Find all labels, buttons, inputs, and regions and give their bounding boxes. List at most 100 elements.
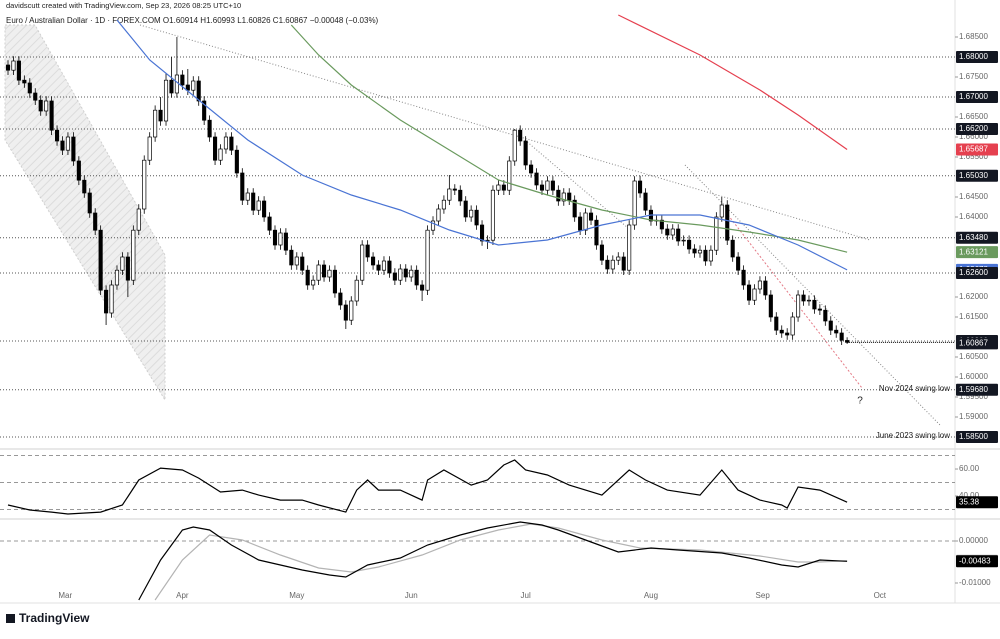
candle-body [196, 80, 201, 102]
candle-body [169, 79, 174, 94]
candle-body [588, 212, 594, 221]
y-tick-label: 1.65500 [959, 152, 988, 161]
price-label-box [956, 431, 998, 443]
candle-body [441, 199, 446, 210]
candle-body [109, 284, 114, 314]
candle-body [376, 264, 381, 271]
price-label: 1.63480 [959, 233, 988, 242]
price-label-box [956, 383, 998, 396]
candle-body [496, 184, 501, 191]
price-label-box [956, 496, 998, 509]
candle-body [5, 64, 11, 71]
candle-body [420, 284, 425, 291]
candle-body [479, 224, 485, 242]
candle-body [327, 269, 332, 278]
price-label-box [956, 555, 998, 568]
x-tick-label: Jun [405, 591, 418, 600]
candle-body [638, 180, 643, 194]
candle-body [93, 212, 98, 231]
candle-body [104, 289, 109, 314]
candle-body [289, 249, 294, 266]
candle-body [501, 184, 506, 191]
candle-body [768, 294, 773, 318]
candle-body [256, 200, 261, 211]
price-label: 1.65687 [959, 145, 988, 154]
candle-body [681, 239, 686, 242]
candle-body [278, 232, 283, 246]
candle-body [714, 216, 719, 251]
price-label: 35.38 [959, 497, 980, 506]
candle-body [692, 248, 697, 254]
candle-body [343, 304, 348, 321]
candle-body [621, 256, 626, 271]
candle-body [332, 269, 337, 294]
indicator-line [7, 459, 848, 515]
indicator-line [138, 521, 848, 601]
candle-body [414, 269, 419, 286]
candle-body [207, 119, 212, 138]
candle-body [98, 229, 103, 291]
candle-body [54, 129, 60, 142]
indicator-line [116, 19, 848, 271]
candle-body [300, 256, 305, 271]
y-tick-label: 1.66000 [959, 132, 988, 141]
candle-body [425, 229, 430, 291]
candle-body [153, 109, 158, 138]
candle-body [240, 172, 245, 201]
x-tick-label: Sep [756, 591, 771, 600]
price-label-box [956, 169, 998, 182]
candle-body [180, 74, 185, 86]
candle-body [60, 140, 65, 151]
candle-body [534, 172, 539, 186]
price-label-box [956, 337, 998, 350]
y-tick-label: 1.60500 [959, 352, 988, 361]
y-tick-label: 1.67500 [959, 72, 988, 81]
candle-body [703, 249, 708, 262]
logo: TradingView [6, 611, 90, 625]
candle-body [262, 200, 267, 218]
candle-body [349, 300, 354, 321]
channel [4, 24, 166, 402]
candle-body [828, 320, 833, 331]
candle-body [490, 189, 495, 241]
y-tick-label: 1.59000 [959, 412, 988, 421]
candle-body [22, 79, 27, 84]
candle-body [697, 249, 703, 254]
x-tick-label: Oct [874, 591, 887, 600]
symbol-title: Euro / Australian Dollar · 1D · FOREX.CO… [6, 16, 379, 25]
y-tick-label: 1.64500 [959, 192, 988, 201]
candle-body [610, 259, 615, 270]
candle-body [774, 316, 779, 331]
y-tick-label: 60.00 [959, 464, 980, 473]
candle-body [578, 216, 583, 231]
candle-body [550, 180, 555, 191]
annotation: ? [857, 396, 863, 407]
candle-body [436, 208, 441, 222]
price-label: 1.65030 [959, 171, 988, 180]
price-label-box [956, 143, 998, 156]
candle-body [469, 209, 474, 218]
price-label: 1.66200 [959, 124, 988, 133]
candle-body [670, 228, 675, 236]
candle-body [381, 260, 387, 271]
candle-body [659, 219, 664, 230]
candle-body [605, 259, 610, 270]
candle-body [518, 129, 523, 142]
candle-body [746, 284, 752, 301]
candle-body [785, 332, 790, 336]
candle-body [790, 316, 795, 336]
candle-body [757, 280, 762, 290]
candle-body [665, 228, 670, 236]
candle-body [452, 188, 457, 191]
price-label-box [956, 231, 998, 244]
candle-body [191, 80, 196, 91]
price-label: 1.67000 [959, 92, 988, 101]
candle-body [512, 129, 517, 162]
candle-body [365, 244, 370, 258]
price-label: 1.68000 [959, 52, 988, 61]
candle-body [817, 308, 822, 311]
candle-body [676, 228, 681, 242]
price-label-box [956, 267, 998, 279]
candle-body [283, 232, 288, 251]
